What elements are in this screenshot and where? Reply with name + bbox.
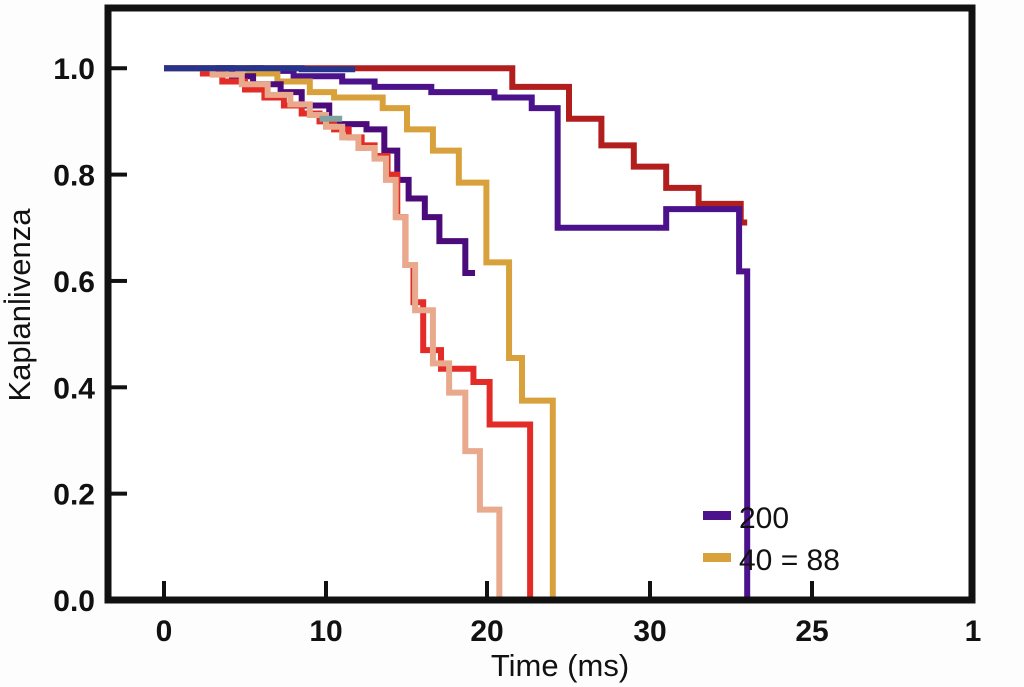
series-line-dark-red <box>164 65 748 226</box>
x-axis-ticks <box>162 581 975 597</box>
plot-frame <box>104 4 976 604</box>
x-tick-label: 25 <box>795 615 828 648</box>
legend-swatch-200 <box>703 511 731 520</box>
x-tick-label: 0 <box>156 615 173 648</box>
series-line-salmon <box>164 65 503 600</box>
y-tick-label: 0.0 <box>53 585 95 618</box>
legend-label: 200 <box>739 502 789 535</box>
x-tick-label: 30 <box>633 615 666 648</box>
x-tick-label: 1 <box>965 615 982 648</box>
series-line-navy <box>164 65 356 73</box>
y-axis-ticks <box>111 66 127 602</box>
plot-area-background <box>108 8 972 600</box>
legend: 200 40 = 88 <box>703 502 840 577</box>
x-axis-title: Time (ms) <box>491 648 629 683</box>
y-tick-label: 0.4 <box>53 372 95 405</box>
series-line-indigo-200 <box>164 65 751 600</box>
legend-swatch-40-88 <box>703 553 731 562</box>
x-tick-label: 10 <box>309 615 342 648</box>
y-axis-title: Kaplanl̇ivenza <box>2 208 37 402</box>
y-tick-label: 1.0 <box>53 53 95 86</box>
legend-label: 40 = 88 <box>739 544 840 577</box>
y-tick-label: 0.2 <box>53 479 95 512</box>
y-tick-label: 0.8 <box>53 160 95 193</box>
y-tick-label: 0.6 <box>53 266 95 299</box>
x-axis-tick-labels: 0 10 20 30 25 1 <box>156 615 982 648</box>
x-tick-label: 20 <box>470 615 503 648</box>
y-axis-tick-labels: 1.0 0.8 0.6 0.4 0.2 0.0 <box>53 53 95 618</box>
data-series-group <box>164 65 751 600</box>
